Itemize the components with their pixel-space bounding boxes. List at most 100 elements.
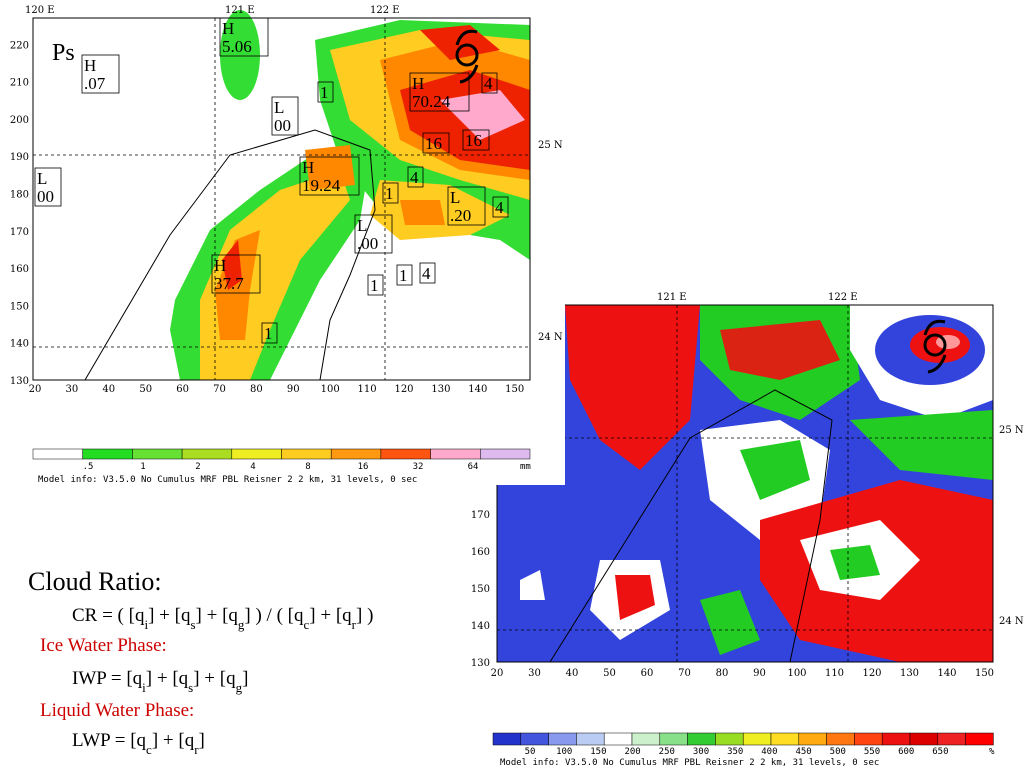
x-tick-label: 50 (139, 384, 152, 395)
y-tick-label: 150 (10, 301, 29, 312)
colorbar-swatch (854, 732, 883, 746)
annotation-box (81, 54, 120, 94)
annotation-text: H (214, 256, 226, 275)
annotation-box (419, 262, 436, 284)
annotation-text: H (412, 74, 424, 93)
formula-part: ] ) (356, 605, 373, 626)
colorbar-swatch (132, 448, 183, 460)
typhoon-symbol (455, 29, 479, 84)
formula-part: ] + [q (146, 668, 189, 689)
annotation-box (271, 96, 299, 136)
colorbar-unit: mm (520, 462, 531, 472)
colorbar-swatch (742, 732, 772, 746)
colorbar-swatch (430, 448, 481, 460)
y-tick-label: 190 (10, 152, 29, 163)
annotation-text: 16 (465, 131, 482, 150)
colorbar-label: 200 (624, 747, 640, 757)
annotation-box (299, 156, 360, 196)
annotation-text: .20 (450, 206, 471, 225)
y-tick-label: 130 (471, 658, 490, 669)
typhoon-symbol (923, 319, 947, 374)
y-tick-label: 180 (10, 190, 29, 201)
annotation-box (409, 72, 470, 112)
colorbar-swatch (82, 448, 133, 460)
annotation-box (219, 17, 269, 57)
annotation-box (367, 274, 384, 296)
map2-contours (520, 305, 993, 662)
colorbar-swatch (687, 732, 716, 746)
lat-label: 25 N (538, 140, 563, 151)
colorbar-swatch (231, 448, 282, 460)
y-tick-label: 140 (471, 621, 490, 632)
lat-label: 25 N (999, 425, 1024, 436)
lon-label: 122 E (370, 5, 400, 16)
colorbar-unit: % (989, 747, 995, 757)
subscript: s (188, 680, 193, 695)
x-tick-label: 60 (176, 384, 189, 395)
annotation-box (211, 254, 261, 294)
formula-part: ] + [q (196, 605, 239, 626)
annotation-text: 00 (37, 187, 54, 206)
colorbar-label: 2 (195, 462, 200, 472)
annotation-text: L (450, 188, 460, 207)
annotation-text: H (84, 56, 96, 75)
annotation-text: 4 (484, 74, 493, 93)
annotation-box (492, 196, 509, 218)
formula: CR = ( [qi] + [qs] + [qg] ) / ( [qc] + [… (72, 605, 373, 632)
colorbar-swatch (937, 732, 966, 746)
annotation-text: 19.24 (302, 176, 341, 195)
x-tick-label: 70 (678, 668, 691, 679)
colorbar-label: 64 (468, 462, 479, 472)
formula: IWP = [qi] + [qs] + [qg] (72, 668, 248, 695)
x-tick-label: 110 (825, 668, 844, 679)
colorbar-swatch (281, 448, 332, 460)
x-tick-label: 80 (250, 384, 263, 395)
colorbar-swatch (659, 732, 688, 746)
map1: Ps (32, 10, 531, 381)
subscript: s (190, 617, 195, 632)
coastline (549, 389, 833, 663)
x-tick-label: 150 (505, 384, 524, 395)
colorbar-label: 650 (932, 747, 948, 757)
subheading: Ice Water Phase: (40, 635, 167, 656)
lon-label: 121 E (657, 292, 687, 303)
colorbar-swatch (330, 448, 382, 460)
annotation-box (481, 72, 498, 94)
annotation-text: 1 (320, 83, 329, 102)
y-tick-label: 220 (10, 40, 29, 51)
subscript: g (238, 617, 245, 632)
colorbar-swatch (909, 732, 939, 746)
y-tick-label: 150 (471, 584, 490, 595)
colorbar-swatch (480, 448, 531, 460)
annotation-box (407, 166, 424, 188)
field-label: Ps (52, 40, 75, 66)
annotation-text: 70.24 (412, 92, 451, 111)
map1-frame (32, 17, 531, 381)
annotation-text: L (37, 169, 47, 188)
annotation-text: 1 (385, 184, 394, 203)
annotation-text: .07 (84, 74, 106, 93)
x-tick-label: 70 (213, 384, 226, 395)
annotation-box (34, 167, 62, 207)
annotation-text: 1 (264, 324, 273, 343)
colorbar-swatch (770, 732, 800, 746)
colorbar-swatch (603, 732, 633, 746)
colorbar-label: 550 (864, 747, 880, 757)
annotation-box (422, 132, 450, 154)
formula-part: ] ) / ( [q (244, 605, 304, 626)
map2 (496, 304, 994, 663)
annotation-box (447, 186, 486, 226)
colorbar-label: 50 (525, 747, 536, 757)
colorbar-label: 450 (795, 747, 811, 757)
colorbar-swatch (380, 448, 431, 460)
annotation-box (317, 81, 334, 103)
x-tick-label: 50 (603, 668, 616, 679)
subscript: r (352, 617, 357, 632)
annotation-text: 1 (370, 276, 379, 295)
annotation-text: L (274, 98, 284, 117)
colorbar-label: 500 (830, 747, 846, 757)
annotation-box (462, 129, 490, 151)
colorbar-swatch (548, 732, 577, 746)
colorbar-label: 32 (413, 462, 424, 472)
